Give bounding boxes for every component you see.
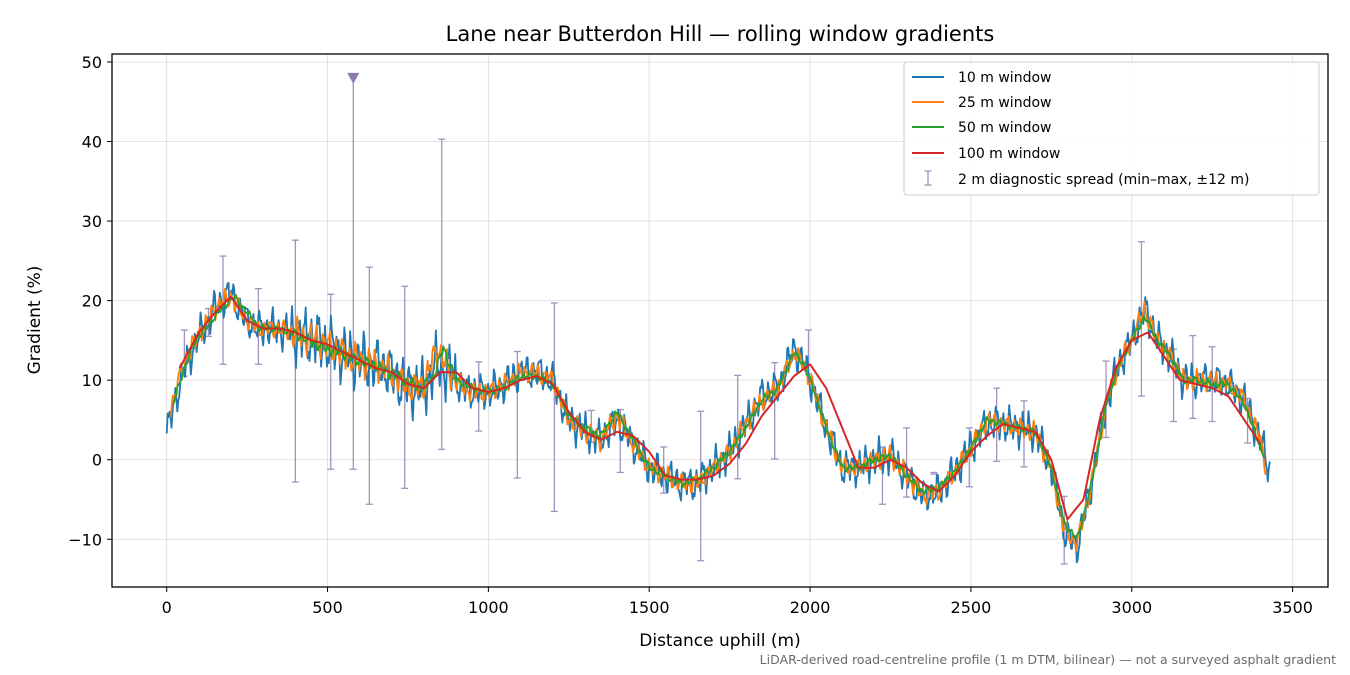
series-line-0	[165, 281, 1271, 564]
x-axis-label: Distance uphill (m)	[639, 631, 800, 651]
series-line-2	[172, 293, 1265, 539]
chart-title: Lane near Butterdon Hill — rolling windo…	[446, 22, 995, 46]
y-tick-label: 50	[82, 53, 102, 72]
x-tick-label: 1000	[468, 598, 509, 617]
legend-label-10m: 10 m window	[958, 70, 1051, 86]
footnote: LiDAR-derived road-centreline profile (1…	[760, 652, 1336, 667]
x-tick-label: 500	[312, 598, 343, 617]
x-tick-label: 2500	[951, 598, 992, 617]
x-tick-label: 0	[162, 598, 172, 617]
y-tick-label: 30	[82, 212, 102, 231]
legend-label-100m: 100 m window	[958, 146, 1060, 162]
x-tick-label: 3500	[1272, 598, 1313, 617]
x-tick-label: 2000	[790, 598, 831, 617]
x-tick-label: 3000	[1111, 598, 1152, 617]
clipped-spread-marker	[347, 72, 360, 84]
y-tick-label: 0	[92, 451, 102, 470]
y-axis-label: Gradient (%)	[25, 266, 45, 375]
legend: 10 m window 25 m window 50 m window 100 …	[903, 61, 1320, 196]
x-axis-ticks: 0 500 1000 1500 2000 2500 3000 3500	[162, 587, 1313, 617]
legend-label-diagnostic: 2 m diagnostic spread (min–max, ±12 m)	[958, 172, 1249, 188]
x-tick-label: 1500	[629, 598, 670, 617]
series-lines	[165, 281, 1271, 564]
series-line-3	[178, 296, 1262, 521]
y-tick-label: 10	[82, 371, 102, 390]
y-tick-label: 40	[82, 133, 102, 152]
legend-label-25m: 25 m window	[958, 95, 1051, 111]
legend-label-50m: 50 m window	[958, 120, 1051, 136]
legend-swatch-diagnostic	[924, 170, 932, 186]
y-tick-label: 20	[82, 292, 102, 311]
y-axis-ticks: −10 0 10 20 30 40 50	[68, 53, 112, 549]
plot-frame	[111, 53, 1329, 588]
legend-box	[903, 61, 1320, 196]
y-tick-label: −10	[68, 530, 102, 549]
